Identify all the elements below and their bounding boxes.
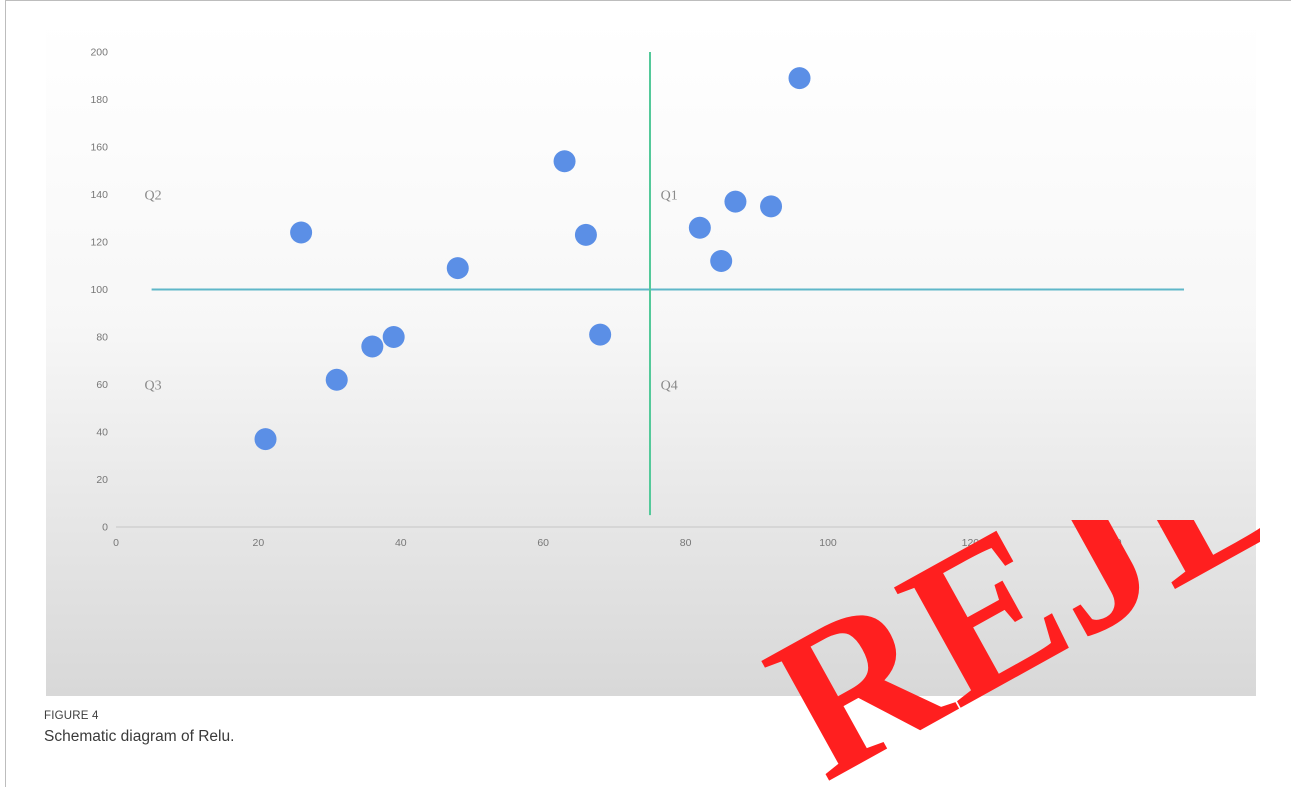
y-tick-label: 160 [90,142,108,154]
quadrant-label: Q3 [144,378,161,393]
y-tick-label: 60 [96,379,108,391]
data-point [724,190,747,213]
figure-label: FIGURE 4 [44,710,99,722]
quadrant-label: Q1 [661,188,678,203]
y-tick-label: 100 [90,284,108,296]
data-point [254,428,277,451]
data-point [553,150,576,173]
figure-frame-left [5,0,6,787]
quadrant-label: Q2 [144,188,161,203]
stamp-text: REJECTED [735,520,1260,787]
data-point [382,326,405,348]
data-point [574,223,597,246]
y-tick-label: 120 [90,237,108,249]
figure-caption: Schematic diagram of Relu. [44,728,235,745]
data-point [290,221,313,244]
figure-frame-top [5,0,1291,1]
chart-area: 0 20 40 60 80 100 120 140 160 180 200 0 20 40 60 80 100 1… [46,19,1256,696]
x-tick-label: 140 [1104,537,1122,549]
data-point [361,335,384,358]
data-point [688,216,711,239]
x-tick-label: 40 [395,537,407,549]
x-tick-label: 100 [819,537,837,549]
data-point [325,368,348,391]
data-point [589,323,612,346]
x-tick-label: 60 [537,537,549,549]
data-point [760,195,783,218]
x-tick-label: 20 [253,537,265,549]
quadrant-label: Q4 [661,378,678,393]
y-tick-label: 0 [102,522,108,534]
data-point [710,250,733,272]
x-tick-label: 80 [680,537,692,549]
scatter-chart: 0 20 40 60 80 100 120 140 160 180 200 0 20 40 60 80 100 1… [90,47,1184,549]
y-tick-label: 140 [90,189,108,201]
data-point [446,257,469,280]
y-tick-label: 20 [96,474,108,486]
x-tick-label: 120 [962,537,980,549]
y-tick-label: 80 [96,332,108,344]
data-point [788,67,811,90]
x-tick-label: 0 [113,537,119,549]
y-tick-label: 200 [90,47,108,59]
rejected-stamp: REJECTED [700,520,1260,787]
y-tick-label: 180 [90,94,108,106]
y-tick-label: 40 [96,427,108,439]
